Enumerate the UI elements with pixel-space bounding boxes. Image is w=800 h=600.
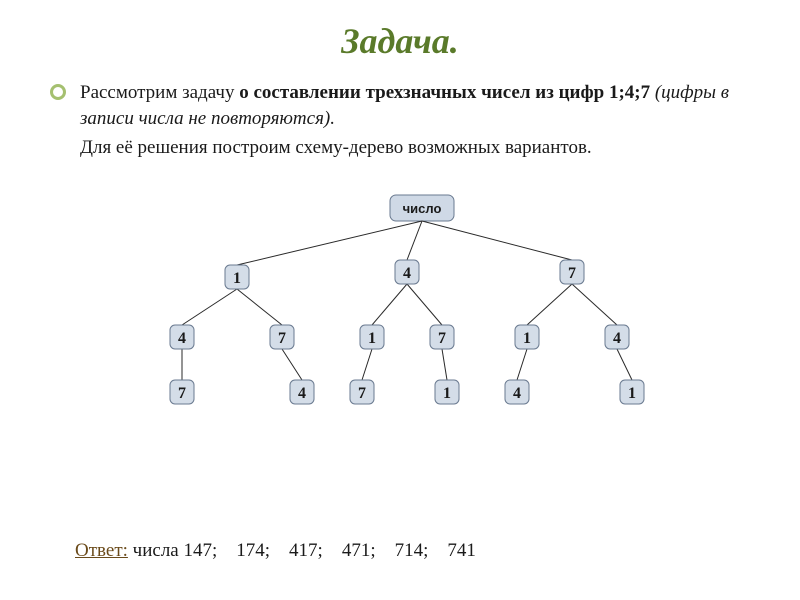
svg-text:1: 1 xyxy=(523,330,531,347)
tree-node: 1 xyxy=(360,325,384,349)
tree-node: 7 xyxy=(270,325,294,349)
svg-text:1: 1 xyxy=(443,385,451,402)
svg-text:7: 7 xyxy=(438,330,446,347)
svg-text:1: 1 xyxy=(368,330,376,347)
answer-row: Ответ: числа 147; 174; 417; 471; 714; 74… xyxy=(75,540,476,562)
tree-diagram: число 1 4 7 4 7 1 7 1 4 7 4 7 1 4 1 xyxy=(50,185,750,415)
svg-text:1: 1 xyxy=(628,385,636,402)
para1-pre: Рассмотрим задачу xyxy=(80,82,239,103)
tree-node: 7 xyxy=(350,380,374,404)
svg-text:1: 1 xyxy=(233,270,241,287)
answer-label: Ответ: xyxy=(75,540,128,561)
tree-node: 7 xyxy=(170,380,194,404)
svg-text:4: 4 xyxy=(403,265,411,282)
tree-root: число xyxy=(390,195,454,221)
tree-node: 4 xyxy=(290,380,314,404)
svg-text:4: 4 xyxy=(178,330,186,347)
tree-node: 4 xyxy=(170,325,194,349)
tree-svg: число 1 4 7 4 7 1 7 1 4 7 4 7 1 4 1 xyxy=(110,185,690,415)
tree-node: 1 xyxy=(225,265,249,289)
svg-text:7: 7 xyxy=(568,265,576,282)
tree-node: 7 xyxy=(430,325,454,349)
tree-node: 7 xyxy=(560,260,584,284)
bullet-icon xyxy=(50,84,66,100)
tree-node: 1 xyxy=(620,380,644,404)
svg-text:4: 4 xyxy=(513,385,521,402)
tree-node: 4 xyxy=(605,325,629,349)
answer-text: числа 147; 174; 417; 471; 714; 741 xyxy=(128,540,476,561)
paragraph-2: Для её решения построим схему-дерево воз… xyxy=(80,135,750,161)
svg-text:7: 7 xyxy=(358,385,366,402)
paragraph-1: Рассмотрим задачу о составлении трехзнач… xyxy=(80,80,750,131)
svg-text:7: 7 xyxy=(178,385,186,402)
svg-text:7: 7 xyxy=(278,330,286,347)
paragraph-1-row: Рассмотрим задачу о составлении трехзнач… xyxy=(50,80,750,131)
svg-text:число: число xyxy=(403,201,442,216)
para1-bold: о составлении трехзначных чисел из цифр … xyxy=(239,82,655,103)
tree-node: 1 xyxy=(435,380,459,404)
svg-text:4: 4 xyxy=(298,385,306,402)
tree-node: 1 xyxy=(515,325,539,349)
tree-node: 4 xyxy=(395,260,419,284)
page-title: Задача. xyxy=(50,20,750,62)
svg-text:4: 4 xyxy=(613,330,621,347)
tree-node: 4 xyxy=(505,380,529,404)
